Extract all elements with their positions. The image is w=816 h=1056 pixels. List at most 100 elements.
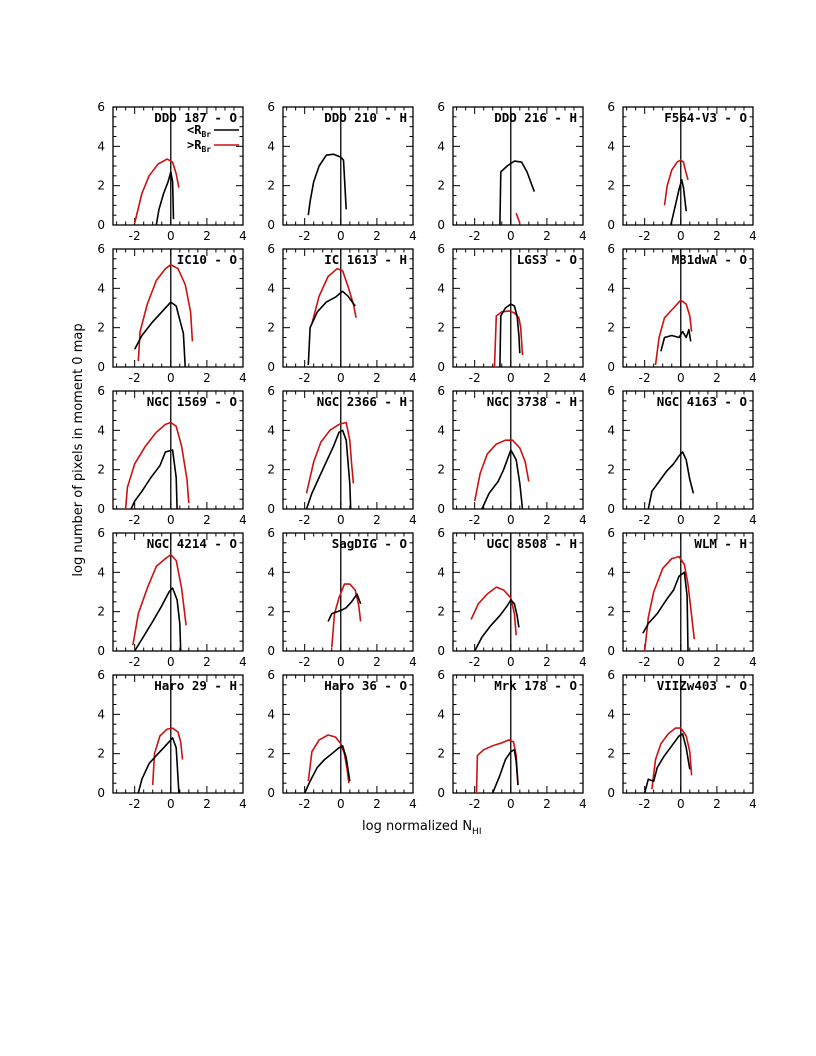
outer-series-line (137, 263, 194, 362)
y-tick-label: 0 (97, 644, 105, 658)
panel-title: UGC 8508 - H (487, 536, 577, 551)
inner-series-line (327, 593, 362, 622)
x-tick-label: 0 (677, 371, 685, 385)
y-tick-label: 0 (607, 644, 615, 658)
y-tick-label: 4 (437, 565, 445, 579)
panel: -2 0 2 4 0 2 4 6 NGC 4214 - O (97, 526, 246, 669)
inner-series-line (481, 449, 524, 510)
x-tick-label: 2 (203, 229, 211, 243)
x-tick-label: 2 (373, 371, 381, 385)
y-tick-label: 6 (97, 526, 105, 540)
y-tick-label: 0 (607, 218, 615, 232)
panel-title: NGC 2366 - H (317, 394, 407, 409)
x-tick-label: 0 (507, 229, 515, 243)
inner-series-line (155, 171, 175, 226)
y-tick-label: 0 (97, 502, 105, 516)
y-tick-label: 6 (437, 384, 445, 398)
y-tick-label: 4 (437, 281, 445, 295)
panel-title: WLM - H (694, 536, 747, 551)
x-tick-label: 4 (749, 797, 757, 811)
panel-title: F564-V3 - O (664, 110, 747, 125)
x-tick-label: -2 (469, 371, 481, 385)
panel-title: DDO 216 - H (494, 110, 577, 125)
x-tick-label: -2 (299, 513, 311, 527)
y-tick-label: 6 (267, 384, 275, 398)
x-tick-label: -2 (639, 229, 651, 243)
x-tick-label: 4 (579, 513, 587, 527)
x-tick-label: 2 (203, 655, 211, 669)
y-tick-label: 2 (437, 321, 445, 335)
y-tick-label: 4 (97, 565, 105, 579)
legend-label: >RBr (187, 138, 211, 154)
panel-title: Haro 29 - H (154, 678, 237, 693)
y-tick-label: 2 (437, 605, 445, 619)
y-tick-label: 2 (437, 463, 445, 477)
x-tick-label: 2 (203, 371, 211, 385)
y-tick-label: 0 (267, 218, 275, 232)
y-tick-label: 4 (97, 139, 105, 153)
y-tick-label: 6 (437, 526, 445, 540)
y-tick-label: 2 (97, 605, 105, 619)
x-tick-label: 4 (409, 797, 417, 811)
x-tick-label: 2 (373, 655, 381, 669)
panel-title: Haro 36 - O (324, 678, 407, 693)
y-tick-label: 2 (267, 463, 275, 477)
panel-title: NGC 4214 - O (147, 536, 237, 551)
y-tick-label: 2 (437, 747, 445, 761)
y-tick-label: 2 (267, 747, 275, 761)
y-tick-label: 6 (97, 668, 105, 682)
outer-series-line (651, 727, 693, 790)
outer-series-line (643, 555, 696, 652)
panel: -2 0 2 4 0 2 4 6 M81dwA - O (607, 242, 756, 385)
y-tick-label: 4 (267, 139, 275, 153)
x-tick-label: 4 (239, 371, 247, 385)
y-axis-label: log number of pixels in moment 0 map (71, 323, 86, 576)
y-tick-label: 2 (607, 747, 615, 761)
legend-symbol: <R (187, 123, 202, 137)
x-tick-label: 2 (543, 513, 551, 527)
x-tick-label: -2 (299, 655, 311, 669)
y-tick-label: 2 (267, 321, 275, 335)
x-tick-label: -2 (469, 513, 481, 527)
legend-subscript: Br (201, 145, 211, 154)
panel-title: VIIZw403 - O (657, 678, 747, 693)
x-tick-label: 4 (749, 229, 757, 243)
legend-subscript: Br (201, 130, 211, 139)
y-tick-label: 0 (267, 644, 275, 658)
panel: -2 0 2 4 0 2 4 6 Mrk 178 - O (437, 668, 586, 811)
y-tick-label: 4 (607, 281, 615, 295)
y-tick-label: 6 (267, 100, 275, 114)
x-tick-label: -2 (639, 371, 651, 385)
y-tick-label: 0 (607, 360, 615, 374)
x-tick-label: 4 (579, 655, 587, 669)
panel-title: M81dwA - O (672, 252, 747, 267)
inner-series-line (647, 451, 695, 510)
y-tick-label: 0 (97, 218, 105, 232)
x-tick-label: 4 (749, 371, 757, 385)
outer-series-line (307, 734, 350, 784)
y-tick-label: 4 (267, 281, 275, 295)
x-tick-label: 0 (677, 797, 685, 811)
outer-series-line (493, 310, 524, 368)
x-tick-label: 0 (167, 229, 175, 243)
y-tick-label: 6 (437, 668, 445, 682)
y-tick-label: 2 (97, 179, 105, 193)
x-tick-label: 2 (713, 513, 721, 527)
inner-series-line (642, 571, 689, 652)
panel-title: Mrk 178 - O (494, 678, 577, 693)
x-tick-label: 4 (749, 513, 757, 527)
panel: -2 0 2 4 0 2 4 6 DDO 187 - O (97, 100, 246, 243)
inner-series-line (660, 328, 692, 352)
outer-series-line (475, 739, 519, 794)
y-tick-label: 0 (437, 786, 445, 800)
panel-title: DDO 187 - O (154, 110, 237, 125)
panel-title: IC10 - O (177, 252, 237, 267)
x-tick-label: 2 (543, 797, 551, 811)
y-tick-label: 4 (267, 707, 275, 721)
outer-series-line (133, 158, 180, 224)
panel-grid: -2 0 2 4 0 2 4 6 DDO 187 - O -2 0 2 4 0 2 4 6 DDO 210 - H… (97, 100, 756, 811)
inner-series-line (499, 303, 521, 368)
x-tick-label: 2 (373, 229, 381, 243)
x-tick-label: 4 (579, 371, 587, 385)
y-tick-label: 4 (607, 565, 615, 579)
